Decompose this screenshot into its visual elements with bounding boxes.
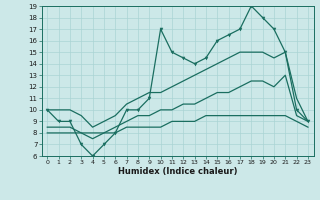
X-axis label: Humidex (Indice chaleur): Humidex (Indice chaleur) <box>118 167 237 176</box>
